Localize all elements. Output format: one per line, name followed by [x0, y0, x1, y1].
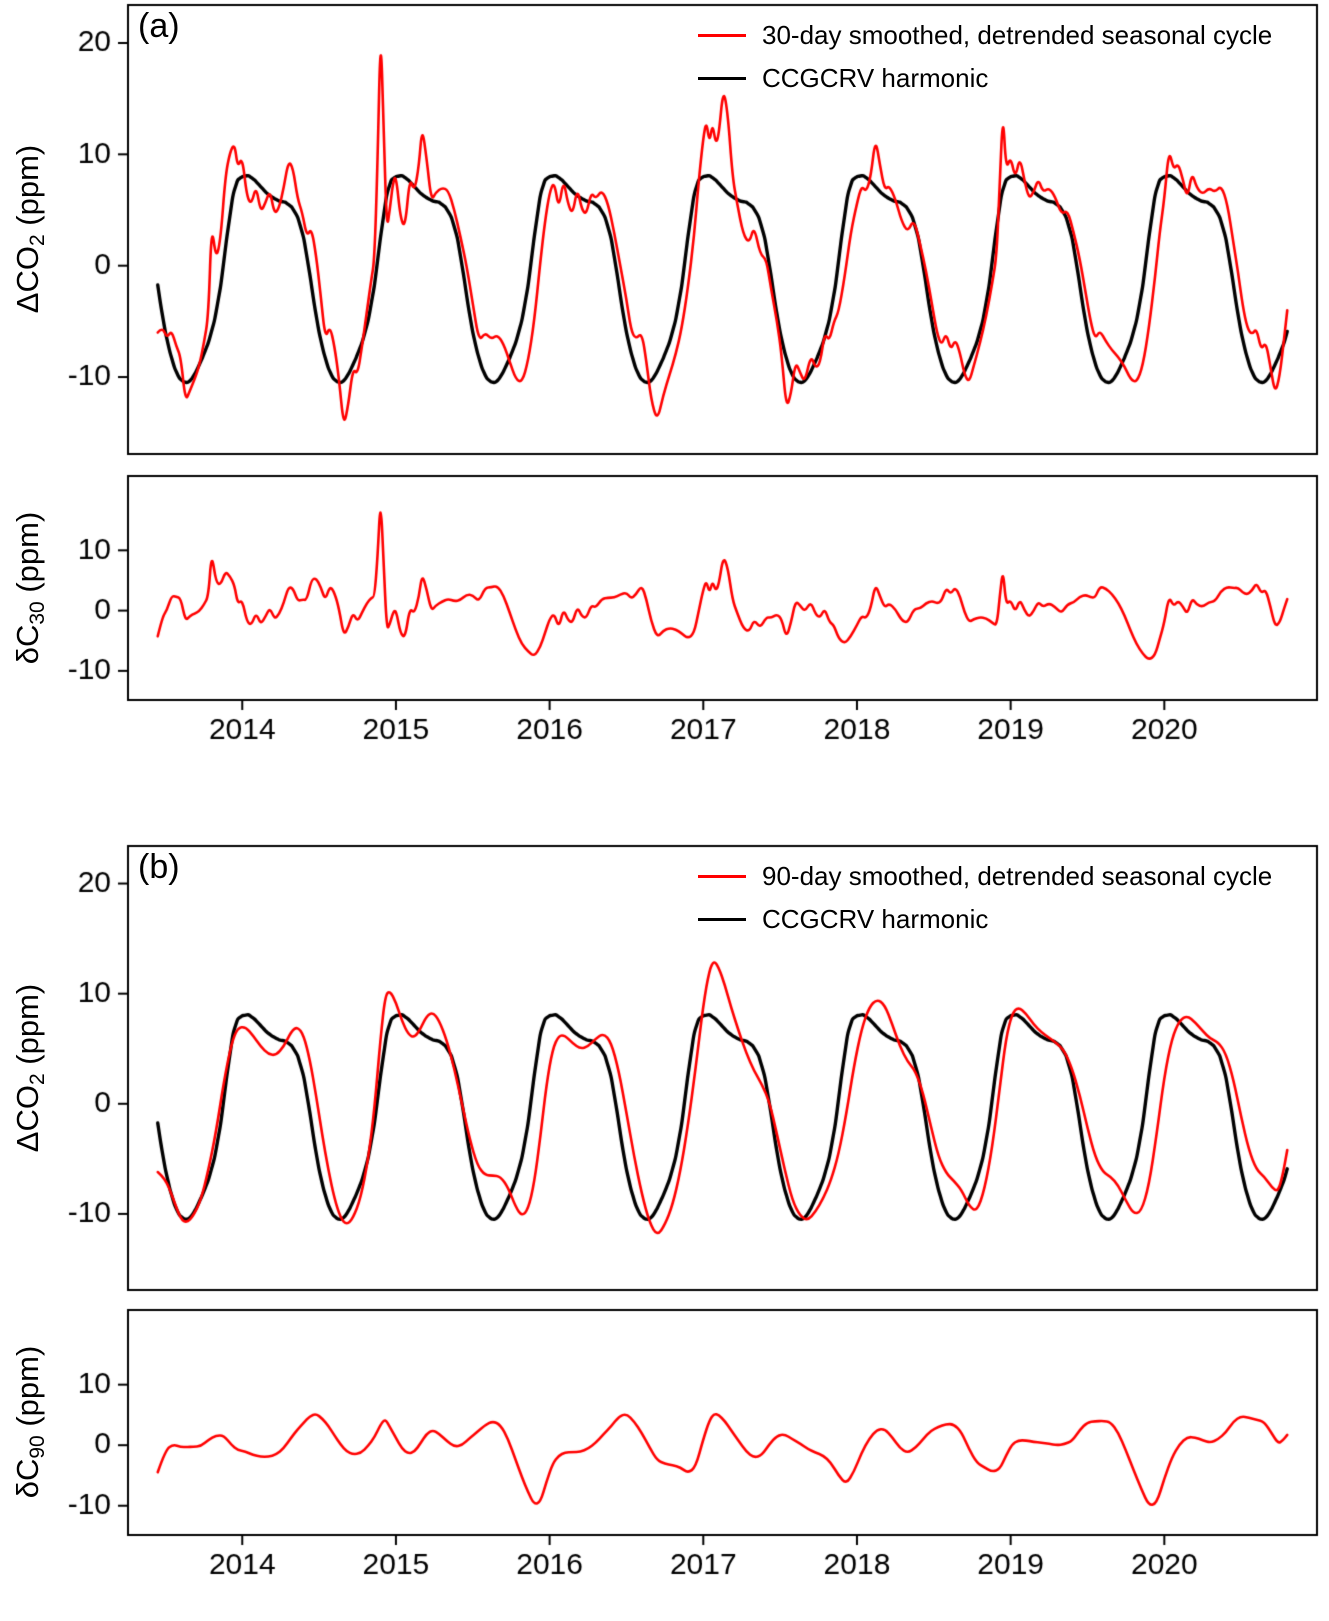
y-axis-title-sub: 30	[26, 601, 50, 625]
panel-label-a: (a)	[138, 7, 180, 45]
y-axis-title-prefix: δC	[9, 1458, 45, 1499]
y-axis-title-suffix: (ppm)	[9, 983, 45, 1074]
legend-label-ccgcrv-a: CCGCRV harmonic	[762, 63, 989, 93]
legend-item-30day: 30-day smoothed, detrended seasonal cycl…	[698, 14, 1272, 57]
red-line-swatch	[698, 875, 746, 878]
y-axis-title-suffix: (ppm)	[9, 1345, 45, 1436]
y-axis-title-suffix: (ppm)	[9, 144, 45, 235]
y-axis-title-prefix: ΔCO	[9, 1085, 45, 1153]
red-line-swatch	[698, 34, 746, 37]
y-axis-title-suffix: (ppm)	[9, 511, 45, 602]
y-axis-title-prefix: δC	[9, 624, 45, 665]
y-axis-title-sub: 2	[26, 234, 50, 247]
y-axis-title-prefix: ΔCO	[9, 246, 45, 314]
legend-panel-b: 90-day smoothed, detrended seasonal cycl…	[698, 855, 1272, 941]
legend-label-ccgcrv-b: CCGCRV harmonic	[762, 904, 989, 934]
legend-panel-a: 30-day smoothed, detrended seasonal cycl…	[698, 14, 1272, 100]
y-axis-title-b-main: ΔCO2 (ppm)	[10, 984, 50, 1152]
black-line-swatch	[698, 918, 746, 921]
y-axis-title-a-main: ΔCO2 (ppm)	[10, 145, 50, 313]
y-axis-title-b-res: δC90 (ppm)	[10, 1346, 50, 1499]
y-axis-title-sub: 90	[26, 1435, 50, 1459]
y-axis-title-a-res: δC30 (ppm)	[10, 512, 50, 665]
legend-item-ccgcrv-a: CCGCRV harmonic	[698, 57, 1272, 100]
panel-label-b: (b)	[138, 848, 180, 886]
y-axis-title-sub: 2	[26, 1073, 50, 1086]
legend-item-90day: 90-day smoothed, detrended seasonal cycl…	[698, 855, 1272, 898]
legend-label-90day: 90-day smoothed, detrended seasonal cycl…	[762, 861, 1273, 891]
legend-item-ccgcrv-b: CCGCRV harmonic	[698, 898, 1272, 941]
legend-label-30day: 30-day smoothed, detrended seasonal cycl…	[762, 20, 1273, 50]
black-line-swatch	[698, 77, 746, 80]
